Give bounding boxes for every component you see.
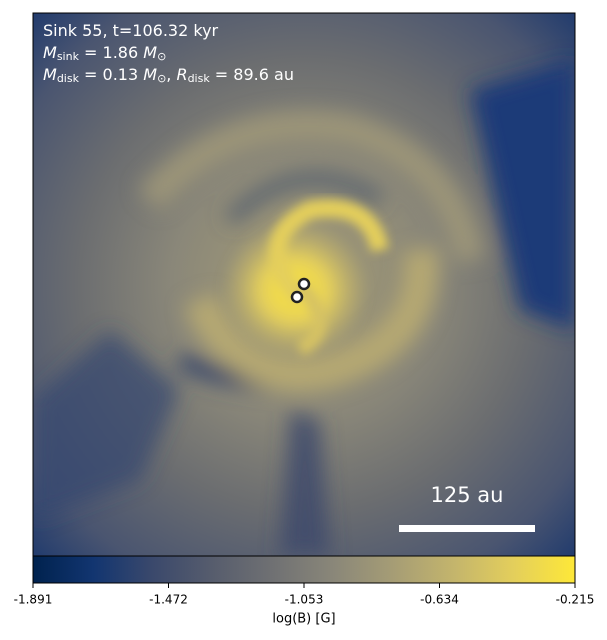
scale-bar [399, 525, 535, 532]
annotation-part: M [143, 65, 157, 84]
annotation: Sink 55, t=106.32 kyr Msink = 1.86 M⊙ Mdis… [43, 21, 294, 86]
tick-label: -0.215 [556, 593, 595, 607]
annotation-part: disk [57, 72, 80, 85]
colorbar-label: log(B) [G] [272, 612, 335, 627]
annotation-part: sink [57, 50, 80, 63]
annotation-part: disk [188, 72, 211, 85]
tick-label: -0.634 [420, 593, 459, 607]
tick-label: -1.472 [149, 593, 188, 607]
colorbar [32, 555, 576, 584]
annotation-part: ⊙ [157, 50, 166, 63]
annotation-part: ⊙ [157, 72, 166, 85]
annotation-part: M [43, 65, 57, 84]
sink-marker [297, 277, 311, 291]
tick-label: -1.053 [285, 593, 324, 607]
annotation-part: = 89.6 au [210, 65, 294, 84]
annotation-part: R [176, 65, 187, 84]
annotation-part: = 1.86 [79, 43, 143, 62]
tick-label: -1.891 [14, 593, 53, 607]
sink-marker [290, 290, 304, 304]
annotation-part: M [43, 43, 57, 62]
annotation-part: = 0.13 [79, 65, 143, 84]
field-image [33, 13, 575, 556]
scale-bar-label: 125 au [431, 483, 504, 507]
annotation-part: , [166, 65, 176, 84]
annotation-part: M [143, 43, 157, 62]
annotation-part: Sink 55, t=106.32 kyr [43, 21, 219, 40]
